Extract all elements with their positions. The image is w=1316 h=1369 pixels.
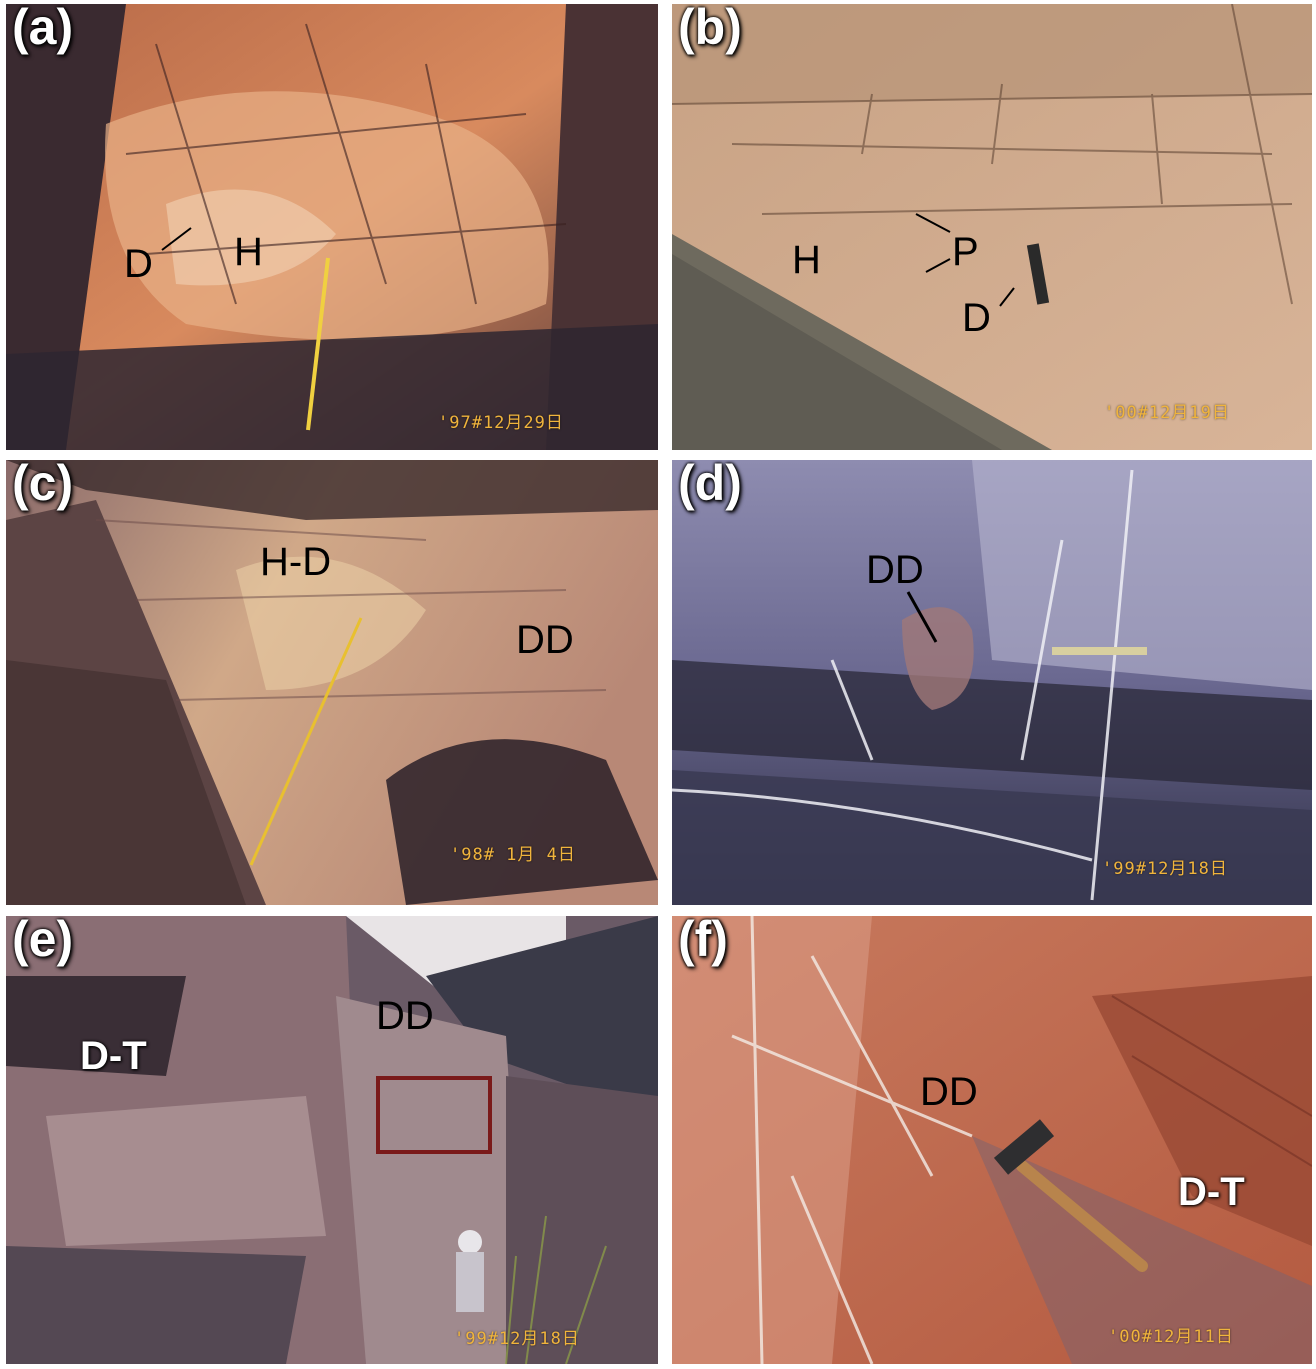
- annotation-dd: DD: [376, 994, 434, 1038]
- rock-outcrop-photo-b: [672, 4, 1312, 450]
- photo-panel-e: (e) DD D-T '99#12月18日: [6, 916, 658, 1364]
- panel-label: (f): [678, 916, 728, 967]
- annotation-d: D: [124, 242, 153, 286]
- annotation-d-t: D-T: [1178, 1170, 1245, 1214]
- panel-label: (b): [678, 4, 742, 55]
- photo-panel-d: (d) DD '99#12月18日: [672, 460, 1312, 905]
- annotation-h: H: [234, 230, 263, 274]
- photo-panel-b: (b) H P D '00#12月19日: [672, 4, 1312, 450]
- date-stamp: '97#12月29日: [438, 413, 564, 433]
- date-stamp: '99#12月18日: [454, 1329, 580, 1349]
- rock-outcrop-photo-a: [6, 4, 658, 450]
- panel-label: (e): [12, 916, 74, 967]
- date-stamp: '98# 1月 4日: [450, 845, 576, 865]
- rock-outcrop-photo-c: [6, 460, 658, 905]
- annotation-d: D: [962, 296, 991, 340]
- date-stamp: '00#12月11日: [1108, 1327, 1234, 1347]
- panel-label: (a): [12, 4, 74, 55]
- annotation-h-d: H-D: [260, 540, 332, 584]
- annotation-dd: DD: [920, 1070, 978, 1114]
- canyon-photo-e: [6, 916, 658, 1364]
- annotation-dd: DD: [516, 618, 574, 662]
- annotation-p: P: [952, 230, 979, 274]
- annotation-h: H: [792, 238, 821, 282]
- annotation-d-t: D-T: [80, 1034, 147, 1078]
- date-stamp: '00#12月19日: [1104, 403, 1230, 423]
- panel-label: (d): [678, 460, 742, 511]
- annotation-dd: DD: [866, 548, 924, 592]
- photo-panel-c: (c) H-D DD '98# 1月 4日: [6, 460, 658, 905]
- date-stamp: '99#12月18日: [1102, 859, 1228, 879]
- rock-outcrop-photo-f: [672, 916, 1312, 1364]
- rock-outcrop-photo-d: [672, 460, 1312, 905]
- photo-panel-a: (a) D H '97#12月29日: [6, 4, 658, 450]
- panel-label: (c): [12, 460, 74, 511]
- photo-panel-f: (f) DD D-T '00#12月11日: [672, 916, 1312, 1364]
